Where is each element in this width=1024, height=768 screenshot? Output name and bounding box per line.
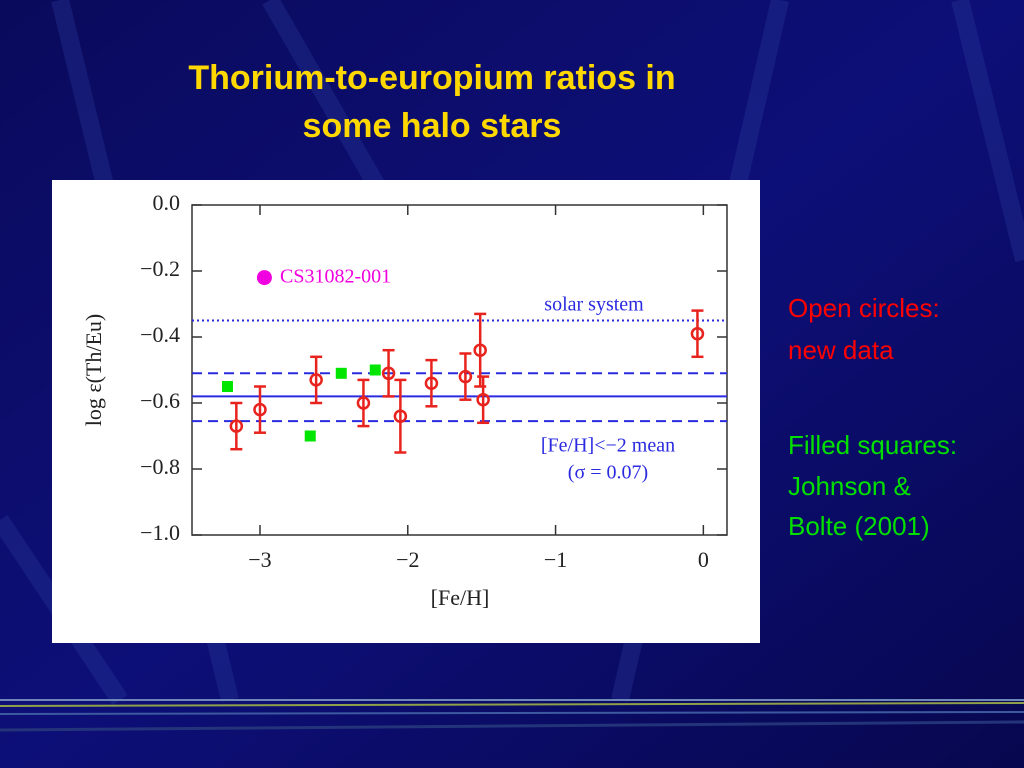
- point: [221, 381, 233, 392]
- point: [476, 392, 490, 407]
- y-tick-label: −0.8: [140, 454, 180, 479]
- note-text: Filled squares:: [788, 430, 957, 460]
- annotation: [Fe/H]<−2 mean: [541, 435, 675, 457]
- y-tick-label: −0.2: [140, 256, 180, 281]
- note-text: Johnson &: [788, 471, 911, 501]
- point: [229, 419, 244, 433]
- y-tick-label: −0.6: [140, 388, 180, 413]
- point: [304, 430, 316, 442]
- plot-frame: [191, 204, 728, 536]
- x-axis-label: [Fe/H]: [431, 585, 490, 610]
- annotation: (σ = 0.07): [568, 462, 648, 484]
- point: [690, 326, 705, 341]
- slide-title: Thorium-to-europium ratios in: [188, 59, 675, 97]
- point: [393, 409, 408, 423]
- point: [356, 396, 371, 410]
- note-text: Open circles:: [788, 293, 940, 323]
- chart-panel: [52, 180, 760, 643]
- x-tick-label: −1: [544, 547, 567, 572]
- note-text: Bolte (2001): [788, 511, 930, 541]
- annotation: CS31082-001: [280, 266, 391, 288]
- point: [424, 376, 439, 390]
- x-tick-label: −2: [396, 547, 419, 572]
- point: [473, 343, 487, 357]
- point: [335, 367, 347, 379]
- point: [369, 364, 381, 376]
- point: [253, 402, 267, 417]
- note-text: new data: [788, 335, 894, 365]
- slide-title: some halo stars: [303, 107, 562, 145]
- point: [381, 366, 396, 381]
- y-tick-label: −0.4: [140, 322, 180, 347]
- footer-lines: [0, 699, 1024, 732]
- point: [256, 270, 272, 286]
- y-tick-label: −1.0: [140, 520, 180, 545]
- y-tick-label: 0.0: [153, 190, 181, 215]
- x-tick-label: −3: [248, 547, 271, 572]
- point: [458, 369, 473, 384]
- point: [309, 373, 323, 387]
- x-tick-label: 0: [698, 547, 709, 572]
- annotation: solar system: [544, 294, 644, 316]
- y-axis-label: log ε(Th/Eu): [81, 314, 106, 427]
